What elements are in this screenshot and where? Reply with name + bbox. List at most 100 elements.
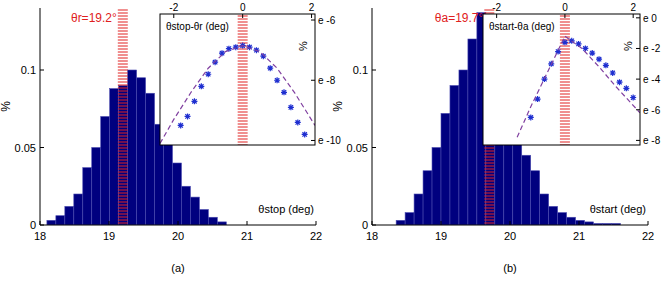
histogram-bar	[137, 78, 146, 225]
inset-frame	[160, 14, 315, 145]
x-tick-label: 0	[240, 2, 246, 13]
data-point	[185, 113, 191, 119]
y-tick	[636, 17, 640, 18]
data-point	[267, 65, 273, 71]
y-tick-label: e -8	[643, 135, 661, 146]
x-tick-label: 2	[630, 2, 636, 13]
histogram-bar	[128, 70, 137, 225]
plot-area	[160, 14, 315, 145]
histogram-bar	[405, 213, 414, 225]
histogram-bar	[172, 163, 181, 225]
y-axis-label: %	[622, 41, 634, 51]
histogram-bar	[513, 132, 522, 225]
histogram-bar	[181, 186, 190, 225]
histogram-bar	[441, 113, 450, 225]
data-point	[528, 114, 534, 120]
y-tick	[311, 140, 315, 141]
data-point	[288, 104, 294, 110]
histogram-bar	[567, 217, 576, 225]
x-tick	[316, 221, 317, 225]
panel-label: (a)	[171, 262, 184, 274]
x-tick	[510, 221, 511, 225]
y-axis-label: %	[297, 41, 309, 51]
panel-label: (b)	[503, 262, 516, 274]
histogram-bar	[576, 220, 585, 225]
histogram-bar	[83, 168, 92, 225]
y-tick	[311, 80, 315, 81]
y-axis	[40, 8, 41, 225]
y-tick	[40, 70, 44, 71]
x-tick-label: 20	[504, 230, 516, 242]
data-point	[617, 79, 623, 85]
y-tick	[372, 70, 376, 71]
histogram-bar	[164, 140, 173, 225]
y-axis-label: %	[0, 101, 13, 112]
y-tick-label: e -4	[643, 74, 661, 85]
y-tick	[636, 79, 640, 80]
y-tick-label: e -2	[643, 43, 661, 54]
y-axis	[372, 8, 373, 225]
x-tick-label: 21	[241, 230, 253, 242]
data-point	[191, 98, 197, 104]
data-point	[603, 62, 609, 68]
data-point	[274, 77, 280, 83]
y-tick-label: e -6	[643, 105, 661, 116]
y-tick	[636, 109, 640, 110]
plot-area	[517, 14, 640, 145]
data-point	[623, 85, 629, 91]
histogram-bar	[549, 206, 558, 225]
x-tick	[496, 14, 497, 18]
x-tick	[579, 221, 580, 225]
y-tick-label: e -10	[318, 135, 341, 146]
histogram-bar	[74, 194, 83, 225]
data-point	[198, 83, 204, 89]
x-tick-label: 18	[34, 230, 46, 242]
data-point	[205, 71, 211, 77]
data-point	[281, 89, 287, 95]
y-tick	[636, 48, 640, 49]
data-point	[610, 70, 616, 76]
y-tick	[636, 140, 640, 141]
x-tick	[109, 221, 110, 225]
x-tick-label: 2	[309, 2, 315, 13]
histogram-bar	[396, 220, 405, 225]
y-tick-label: 0	[30, 219, 36, 231]
histogram-bar	[47, 220, 56, 225]
histogram-bar	[558, 213, 567, 225]
y-tick-label: 0.1	[353, 64, 368, 76]
x-tick-label: 19	[435, 230, 447, 242]
x-tick	[372, 221, 373, 225]
x-tick	[173, 14, 174, 18]
y-tick-label: 0	[362, 219, 368, 231]
histogram-bar	[92, 148, 101, 226]
histogram-bar	[531, 171, 540, 225]
x-tick-label: 20	[172, 230, 184, 242]
data-point	[630, 95, 636, 101]
data-point	[582, 45, 588, 51]
x-tick-label: 19	[103, 230, 115, 242]
fit-line	[517, 36, 640, 137]
histogram-bar	[423, 171, 432, 225]
histogram-bar	[65, 206, 74, 225]
y-tick-label: 0.1	[21, 64, 36, 76]
x-tick	[633, 14, 634, 18]
x-axis-label: θstop (deg)	[258, 203, 314, 215]
fit-line	[160, 46, 315, 144]
x-tick	[40, 221, 41, 225]
x-tick-label: 21	[573, 230, 585, 242]
figure: 181920212200.050.1%θstop (deg)θr=19.2°(a…	[0, 0, 669, 282]
histogram-bar	[468, 39, 477, 225]
histogram-bar	[450, 86, 459, 226]
histogram-bar	[522, 155, 531, 225]
y-tick	[372, 147, 376, 148]
reference-band	[238, 14, 248, 145]
y-tick	[311, 20, 315, 21]
x-tick-label: 18	[366, 230, 378, 242]
y-tick-label: 0.05	[347, 142, 368, 154]
histogram-bar	[459, 70, 468, 225]
y-tick-label: e -6	[318, 15, 336, 26]
y-tick	[40, 225, 44, 226]
x-tick	[247, 221, 248, 225]
x-tick-label: 0	[562, 2, 568, 13]
x-axis-label: θstart-θa (deg)	[489, 21, 555, 32]
